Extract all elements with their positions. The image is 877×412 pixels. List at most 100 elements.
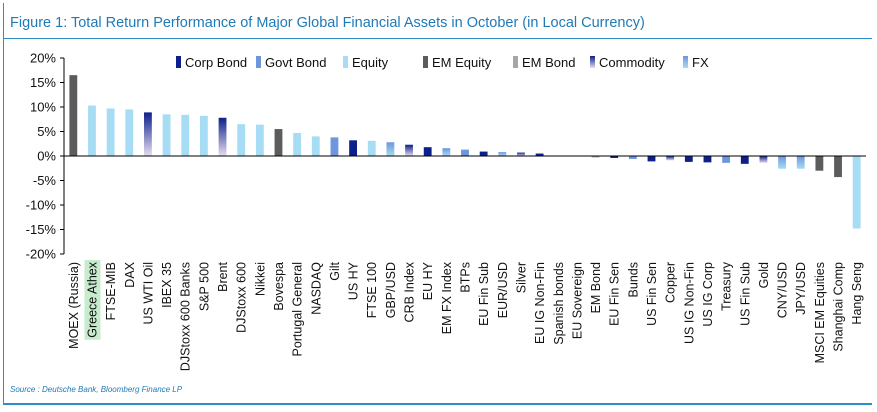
bar-msci-em-equities (815, 156, 824, 171)
legend-item-em-bond: EM Bond (513, 55, 575, 70)
x-tick-label: Portugal General (291, 262, 305, 357)
bar-dax (125, 109, 134, 156)
bar-nasdaq (311, 136, 320, 156)
legend-label: EM Equity (432, 55, 492, 70)
bar-djstoxx-600-banks (181, 114, 190, 156)
bar-silver (517, 152, 525, 156)
bar-shanghai-comp (834, 156, 842, 178)
bar-portugal-general (293, 132, 302, 156)
y-tick-label: -10% (26, 198, 57, 213)
bar-bovespa (274, 129, 283, 156)
y-tick-label: 15% (30, 75, 56, 90)
x-tick-label: EU HY (421, 261, 435, 300)
bar-copper (666, 156, 675, 161)
x-tick-label: IBEX 35 (160, 262, 174, 308)
x-tick-label: Spanish bonds (552, 262, 566, 345)
x-tick-label: EU Sovereign (570, 262, 584, 339)
x-tick-label: Silver (514, 262, 528, 293)
title-divider (4, 38, 872, 39)
x-tick-label: US WTI Oil (141, 262, 155, 325)
x-tick-label: US Fin Sub (738, 262, 752, 326)
x-tick-label: Bunds (626, 262, 640, 297)
x-tick-label: EM Bond (589, 262, 603, 313)
bar-cny-usd (778, 156, 786, 169)
bar-us-ig-corp (703, 156, 712, 163)
bar-us-fin-sub (740, 156, 749, 164)
figure-frame (3, 3, 873, 405)
bar-nikkei (255, 124, 264, 156)
bar-hang-seng (852, 156, 861, 229)
x-tick-label: GBP/USD (384, 262, 398, 318)
x-tick-label: EM FX Index (440, 261, 454, 334)
x-tick-label: Bovespa (272, 262, 286, 311)
bar-gilt (330, 137, 339, 156)
x-tick-label: Brent (216, 261, 230, 291)
bar-s-p-500 (199, 115, 208, 156)
bar-em-fx-index (442, 148, 451, 156)
legend-item-corp-bond: Corp Bond (176, 55, 247, 70)
bar-djstoxx-600 (237, 124, 246, 156)
bar-eu-ig-non-fin (535, 153, 544, 156)
y-tick-label: 0% (37, 149, 56, 164)
bar-brent (218, 117, 227, 156)
x-tick-label: EUR/USD (496, 262, 510, 318)
x-tick-label: Shanghai Comp (832, 262, 846, 352)
bar-moex-russia (69, 75, 78, 156)
x-tick-label: Greece Athex (85, 261, 99, 337)
legend-item-govt-bond: Govt Bond (256, 55, 326, 70)
bar-gold (759, 156, 768, 163)
x-tick-label: DJStoxx 600 Banks (179, 262, 193, 371)
figure-title: Figure 1: Total Return Performance of Ma… (10, 15, 645, 31)
bar-ibex-35 (162, 114, 171, 156)
x-tick-label: Nikkei (253, 262, 267, 296)
x-tick-label: US IG Corp (701, 262, 715, 327)
x-tick-label: US HY (347, 261, 361, 300)
x-tick-label: Gold (757, 262, 771, 288)
x-tick-label: BTPs (459, 262, 473, 293)
bar-crb-index (405, 144, 413, 156)
y-tick-label: -15% (26, 222, 57, 237)
bar-em-bond (591, 156, 600, 158)
x-tick-label: Copper (664, 262, 678, 303)
legend-item-em-equity: EM Equity (423, 55, 492, 70)
bar-treasury (722, 156, 731, 163)
legend-label: Commodity (599, 55, 665, 70)
legend-label: Govt Bond (265, 55, 326, 70)
x-tick-label: Gilt (328, 261, 342, 280)
legend-swatch (590, 56, 595, 68)
legend-item-equity: Equity (343, 55, 389, 70)
x-tick-label: JPY/USD (794, 262, 808, 315)
y-tick-label: 10% (30, 100, 56, 115)
x-tick-label: NASDAQ (309, 262, 323, 315)
bar-btps (461, 149, 469, 156)
x-tick-label: EU IG Non-Fin (533, 262, 547, 344)
source-note: Source : Deutsche Bank, Bloomberg Financ… (10, 385, 183, 394)
x-tick-label: MOEX (Russia) (67, 262, 81, 349)
x-tick-label: Hang Seng (850, 262, 864, 325)
legend-swatch (513, 56, 518, 68)
bar-us-wti-oil (144, 112, 152, 156)
legend-item-fx: FX (683, 55, 709, 70)
legend-swatch (176, 56, 181, 68)
bottom-divider (4, 403, 872, 405)
bar-eu-fin-sen (610, 156, 619, 158)
x-tick-label: CNY/USD (776, 262, 790, 318)
legend-item-commodity: Commodity (590, 55, 665, 70)
x-tick-label: US Fin Sen (645, 262, 659, 326)
x-tick-label: US IG Non-Fin (682, 262, 696, 344)
x-tick-label: CRB Index (403, 261, 417, 322)
x-tick-label: DAX (123, 261, 137, 287)
x-tick-label: EU Fin Sub (477, 262, 491, 326)
bar-eu-hy (423, 147, 432, 156)
legend-label: Equity (352, 55, 389, 70)
bar-ftse-100 (367, 140, 376, 156)
bar-eur-usd (498, 152, 507, 156)
highlight-label-bg (84, 260, 101, 340)
bar-greece-athex (88, 105, 96, 156)
bar-ftse-mib (106, 108, 115, 156)
y-tick-label: 20% (30, 51, 56, 66)
bar-eu-fin-sub (479, 151, 488, 156)
bar-jpy-usd (796, 156, 805, 169)
bar-us-hy (349, 140, 358, 156)
